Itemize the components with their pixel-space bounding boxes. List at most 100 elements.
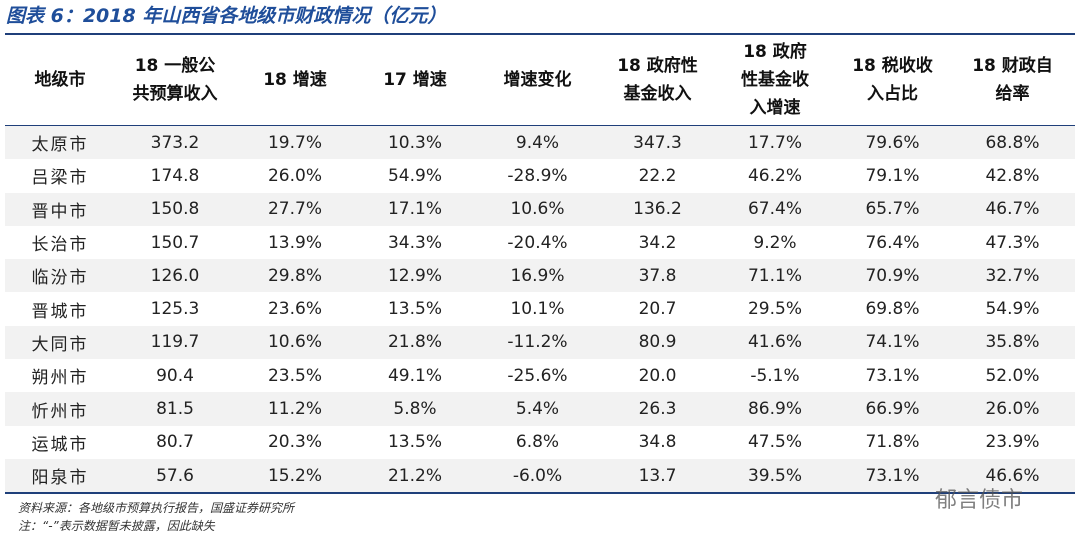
- table-cell: -20.4%: [507, 232, 568, 253]
- header-line: 18 财政自: [972, 56, 1053, 76]
- table-cell: 34.2: [638, 232, 677, 253]
- table-cell: 71.8%: [865, 432, 920, 453]
- table-cell: 5.4%: [475, 392, 600, 426]
- table-cell: 125.3: [150, 299, 200, 320]
- table-cell: 26.0%: [950, 392, 1075, 426]
- header-cell: 17 增速: [355, 34, 475, 126]
- source-note: 资料来源：各地级市预算执行报告，国盛证券研究所: [18, 501, 295, 515]
- table-body: 太原市 373.2 19.7% 10.3% 9.4% 347.3 17.7% 79.6% 68.…: [5, 125, 1075, 494]
- table-cell: 37.8: [600, 259, 715, 293]
- table-cell: 23.6%: [267, 299, 322, 320]
- table-cell: 13.9%: [267, 232, 322, 253]
- table-cell: 大同市: [5, 325, 115, 360]
- table-cell: 阳泉市: [5, 458, 115, 494]
- table-cell: 27.7%: [235, 192, 355, 226]
- header-line: 基金收入: [623, 84, 692, 104]
- table-cell: 42.8%: [985, 165, 1040, 186]
- table-row: 大同市 119.7 10.6% 21.8% -11.2% 80.9 41.6% 74.1% 35…: [5, 325, 1075, 360]
- header-line: 地级市: [34, 70, 86, 90]
- table-cell: 126.0: [115, 259, 235, 293]
- header-line: 18 政府: [743, 42, 807, 62]
- table-cell: 17.1%: [355, 192, 475, 226]
- table-cell: 22.2: [638, 165, 677, 186]
- header-line: 18 税收收: [852, 56, 933, 76]
- table-cell: 10.6%: [235, 325, 355, 360]
- table-cell: 66.9%: [835, 392, 950, 426]
- table-cell: -28.9%: [507, 165, 568, 186]
- table-cell: 34.8: [638, 432, 677, 453]
- footnote: 注：“-”表示数据暂未披露，因此缺失: [18, 519, 215, 533]
- table-cell: -6.0%: [475, 458, 600, 494]
- table-cell: 47.5%: [747, 432, 802, 453]
- table-cell: -25.6%: [507, 365, 568, 386]
- table-cell: 39.5%: [715, 458, 835, 494]
- table-cell: 太原市: [5, 125, 115, 160]
- table-cell: 54.9%: [387, 165, 442, 186]
- table-cell: 57.6: [115, 458, 235, 494]
- header-line: 性基金收: [741, 70, 809, 90]
- header-cell: 18 税收收 入占比: [835, 34, 950, 126]
- table-cell: 15.2%: [235, 458, 355, 494]
- table-cell: 46.2%: [747, 165, 802, 186]
- header-cell: 18 政府 性基金收 入增速: [715, 34, 835, 126]
- table-cell: 9.4%: [475, 125, 600, 160]
- table-cell: 41.6%: [715, 325, 835, 360]
- header-line: 增速变化: [503, 70, 572, 90]
- table-cell: 12.9%: [355, 259, 475, 293]
- table-cell: 13.5%: [387, 299, 442, 320]
- table-cell: 73.1%: [835, 458, 950, 494]
- table-cell: 13.7: [600, 458, 715, 494]
- table-row: 忻州市 81.5 11.2% 5.8% 5.4% 26.3 86.9% 66.9% 26.0%: [5, 392, 1075, 426]
- header-line: 共预算收入: [132, 84, 218, 104]
- table-cell: 23.9%: [985, 432, 1040, 453]
- table-row: 长治市 150.7 13.9% 34.3% -20.4% 34.2 9.2% 76.4% 47.…: [5, 226, 1075, 259]
- table-cell: 运城市: [31, 434, 89, 455]
- header-cell: 18 一般公 共预算收入: [115, 34, 235, 126]
- table-cell: 10.1%: [510, 299, 565, 320]
- table-cell: 26.3: [600, 392, 715, 426]
- table-row: 太原市 373.2 19.7% 10.3% 9.4% 347.3 17.7% 79.6% 68.…: [5, 125, 1075, 160]
- table-cell: 71.1%: [715, 259, 835, 293]
- table-cell: 29.5%: [747, 299, 802, 320]
- table-cell: 80.7: [156, 432, 194, 453]
- table-cell: 73.1%: [865, 365, 920, 386]
- table-cell: 29.8%: [235, 259, 355, 293]
- table-cell: 26.0%: [267, 165, 322, 186]
- table-cell: 136.2: [600, 192, 715, 226]
- table-cell: 80.9: [600, 325, 715, 360]
- table-cell: 68.8%: [950, 125, 1075, 160]
- header-line: 18 政府性: [617, 56, 698, 76]
- table-row: 吕梁市 174.8 26.0% 54.9% -28.9% 22.2 46.2% 79.1% 42…: [5, 159, 1075, 192]
- table-cell: 9.2%: [753, 232, 797, 253]
- table-cell: 20.0: [638, 365, 677, 386]
- table-cell: 晋中市: [5, 192, 115, 226]
- table-cell: 69.8%: [865, 299, 920, 320]
- header-cell: 地级市: [5, 34, 115, 126]
- table-cell: 17.7%: [715, 125, 835, 160]
- header-line: 入占比: [867, 84, 918, 104]
- table-cell: 174.8: [150, 165, 200, 186]
- table-cell: -5.1%: [750, 365, 800, 386]
- table-cell: 临汾市: [5, 259, 115, 293]
- table-cell: 47.3%: [985, 232, 1040, 253]
- table-cell: 79.1%: [865, 165, 920, 186]
- header-cell: 18 政府性 基金收入: [600, 34, 715, 126]
- table-cell: 长治市: [31, 235, 89, 256]
- table-cell: 35.8%: [950, 325, 1075, 360]
- table-cell: 34.3%: [387, 232, 442, 253]
- table-row: 阳泉市 57.6 15.2% 21.2% -6.0% 13.7 39.5% 73.1% 46.6…: [5, 458, 1075, 494]
- table-cell: 74.1%: [835, 325, 950, 360]
- table-cell: 150.7: [150, 232, 200, 253]
- table-cell: 朔州市: [31, 368, 89, 389]
- header-cell: 增速变化: [475, 34, 600, 126]
- table-cell: 52.0%: [985, 365, 1040, 386]
- table-cell: 67.4%: [715, 192, 835, 226]
- table-cell: 79.6%: [835, 125, 950, 160]
- table-cell: 373.2: [115, 125, 235, 160]
- table-cell: 46.7%: [950, 192, 1075, 226]
- table-cell: 10.6%: [475, 192, 600, 226]
- table-cell: 10.3%: [355, 125, 475, 160]
- header-row: 地级市 18 一般公 共预算收入 18 增速 17 增速 增速变化 18 政府性 基金收入 18…: [5, 34, 1075, 126]
- table-row: 临汾市 126.0 29.8% 12.9% 16.9% 37.8 71.1% 70.9% 32.…: [5, 259, 1075, 293]
